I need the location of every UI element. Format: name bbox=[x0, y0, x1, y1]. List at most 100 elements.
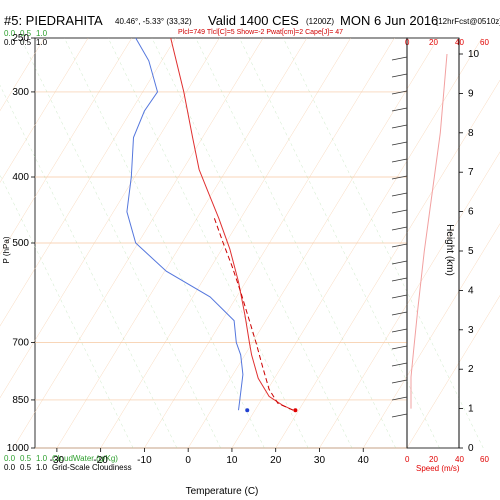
sounding-series-1 bbox=[126, 37, 244, 411]
cloud-bot-r2-0: 0.0 bbox=[4, 463, 16, 472]
temperature-axis-label: Temperature (C) bbox=[186, 486, 259, 497]
isotherm-line bbox=[56, 37, 308, 449]
adiabat-line bbox=[239, 37, 440, 449]
wind-barb bbox=[391, 260, 408, 265]
cloud-top-r1-1: 0.5 bbox=[20, 29, 32, 38]
speed-axis-label: Speed (m/s) bbox=[416, 464, 460, 473]
wind-barb bbox=[391, 277, 408, 282]
wind-barb bbox=[391, 396, 408, 401]
wind-barb bbox=[391, 362, 408, 367]
wind-barb bbox=[391, 124, 408, 129]
cloud-bot-r2-2: 1.0 bbox=[36, 463, 48, 472]
pressure-axis-label: P (hPa) bbox=[2, 236, 11, 263]
wind-panel bbox=[391, 53, 448, 418]
wind-barb bbox=[391, 192, 408, 197]
sounding-lines bbox=[126, 37, 294, 411]
cloud-top-r2-1: 0.5 bbox=[20, 38, 32, 47]
height-tick-label-9: 9 bbox=[468, 88, 474, 99]
height-tick-label-8: 8 bbox=[468, 128, 474, 139]
x-tick-label-6: 30 bbox=[314, 455, 326, 466]
isotherm-line bbox=[0, 37, 176, 327]
isotherm-line bbox=[406, 294, 500, 449]
wind-barb bbox=[391, 294, 408, 299]
adiabat-line bbox=[195, 37, 396, 449]
cloud-axis-bottom: 0.0 0.5 1.0 CloudWater (g/Kg) 0.0 0.5 1.… bbox=[4, 454, 132, 472]
x-tick-label-1: -20 bbox=[93, 455, 108, 466]
sounding-series-0 bbox=[170, 37, 294, 411]
speed-bot-60: 60 bbox=[480, 455, 489, 464]
forecast-label: [12hrFcst@0510z] bbox=[436, 17, 500, 26]
speed-top-20: 20 bbox=[429, 38, 438, 47]
cloudiness-label: Grid-Scale Cloudiness bbox=[52, 463, 132, 472]
isotherm-line bbox=[363, 223, 500, 449]
wind-barb bbox=[391, 328, 408, 333]
height-tick-label-2: 2 bbox=[468, 364, 474, 375]
wind-speed-profile bbox=[410, 53, 448, 409]
speed-bot-0: 0 bbox=[405, 455, 410, 464]
wind-barb bbox=[391, 243, 408, 248]
wind-barb bbox=[391, 90, 408, 95]
isotherm-line bbox=[12, 37, 264, 449]
height-axis: 0 1 2 3 4 5 6 7 8 9 10 bbox=[459, 49, 480, 454]
speed-bot-20: 20 bbox=[429, 455, 438, 464]
surface-markers bbox=[245, 408, 298, 413]
y-tick-label-1: 300 bbox=[12, 87, 29, 98]
station-coords: 40.46°, -5.33° (33,32) bbox=[115, 17, 192, 26]
x-tick-label-2: -10 bbox=[137, 455, 152, 466]
wind-barb bbox=[391, 379, 408, 384]
cloud-bot-r1-1: 0.5 bbox=[20, 454, 32, 463]
adiabat-line bbox=[283, 37, 484, 449]
height-axis-label: Height (km) bbox=[444, 224, 455, 276]
isotherm-line bbox=[187, 37, 439, 449]
temperature-axis: -30 -20 -10 0 10 20 30 40 bbox=[50, 448, 370, 466]
wind-barb bbox=[391, 413, 408, 418]
height-tick-label-1: 1 bbox=[468, 404, 474, 415]
y-tick-label-3: 500 bbox=[12, 238, 29, 249]
cloudwater-label: CloudWater (g/Kg) bbox=[52, 454, 118, 463]
height-tick-label-4: 4 bbox=[468, 285, 474, 296]
wind-barb bbox=[391, 226, 408, 231]
height-tick-label-0: 0 bbox=[468, 443, 474, 454]
y-tick-label-4: 700 bbox=[12, 338, 29, 349]
isotherm-line bbox=[0, 37, 220, 399]
wind-barb bbox=[391, 311, 408, 316]
adiabat-line bbox=[20, 37, 221, 449]
isotherm-line bbox=[100, 37, 351, 449]
surface-marker-1 bbox=[245, 408, 250, 413]
speed-top-60: 60 bbox=[480, 38, 489, 47]
height-tick-label-7: 7 bbox=[468, 167, 474, 178]
cloud-bot-r1-0: 0.0 bbox=[4, 454, 16, 463]
isotherm-line bbox=[0, 37, 89, 183]
station-title: #5: PIEDRAHITA bbox=[4, 13, 103, 28]
adiabat-line bbox=[107, 37, 309, 449]
x-tick-label-7: 40 bbox=[358, 455, 370, 466]
cloud-bot-r2-1: 0.5 bbox=[20, 463, 32, 472]
height-tick-label-3: 3 bbox=[468, 325, 474, 336]
background-lines bbox=[0, 37, 500, 449]
y-tick-label-5: 850 bbox=[12, 395, 29, 406]
speed-top-0: 0 bbox=[405, 38, 410, 47]
cloud-top-r1-0: 0.0 bbox=[4, 29, 16, 38]
adiabat-line bbox=[64, 37, 265, 449]
isotherm-line bbox=[144, 37, 395, 449]
wind-barb bbox=[391, 141, 408, 146]
surface-marker-0 bbox=[293, 408, 298, 413]
height-tick-label-5: 5 bbox=[468, 246, 474, 257]
height-tick-label-10: 10 bbox=[468, 49, 480, 60]
isotherm-line bbox=[231, 37, 483, 449]
wind-barb bbox=[391, 158, 408, 163]
wind-barb bbox=[391, 73, 408, 78]
wind-barb bbox=[391, 107, 408, 112]
valid-time: Valid 1400 CES bbox=[208, 13, 299, 28]
cloud-top-r2-0: 0.0 bbox=[4, 38, 16, 47]
isotherm-line bbox=[0, 37, 133, 255]
sounding-series-2 bbox=[213, 218, 294, 411]
adiabat-line bbox=[0, 84, 178, 449]
y-tick-label-2: 400 bbox=[12, 172, 29, 183]
wind-barb bbox=[391, 56, 408, 61]
speed-top-40: 40 bbox=[455, 38, 464, 47]
adiabat-line bbox=[151, 37, 353, 449]
isotherm-line bbox=[275, 79, 500, 449]
date-label: MON 6 Jun 2016 bbox=[340, 13, 438, 28]
